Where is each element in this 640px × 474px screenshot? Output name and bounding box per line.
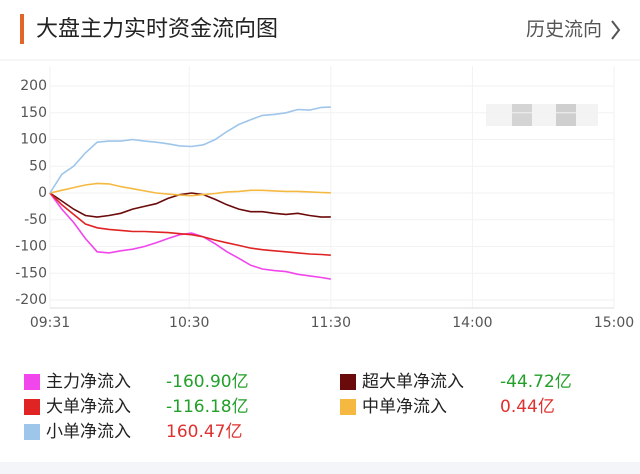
legend-label: 主力净流入 [46, 372, 131, 392]
y-tick-label: 200 [20, 78, 47, 94]
legend-swatch [24, 399, 40, 415]
y-tick-label: -150 [15, 265, 47, 281]
y-tick-label: 150 [20, 105, 47, 121]
legend-value: 0.44亿 [500, 397, 555, 417]
x-tick-label: 11:30 [311, 315, 351, 331]
history-link[interactable]: 历史流向 [526, 19, 602, 41]
series-line [49, 192, 331, 280]
legend-label: 小单净流入 [46, 422, 131, 442]
legend-label: 超大单净流入 [362, 372, 464, 392]
legend-swatch [24, 374, 40, 390]
legend-label: 中单净流入 [362, 397, 447, 417]
legend-swatch [340, 374, 356, 390]
footer-strip [0, 462, 640, 474]
series-line [49, 182, 331, 197]
y-tick-label: -50 [24, 212, 47, 228]
series-line [49, 192, 331, 218]
series-line [49, 192, 331, 256]
x-tick-label: 09:31 [30, 315, 70, 331]
legend-value: -44.72亿 [500, 372, 572, 392]
x-tick-label: 10:30 [169, 315, 209, 331]
legend-swatch [340, 399, 356, 415]
series-line [49, 106, 331, 194]
x-tick-label: 14:00 [452, 315, 492, 331]
y-tick-label: 50 [29, 158, 47, 174]
title-accent [20, 14, 24, 44]
chevron[interactable] [611, 20, 621, 40]
y-tick-label: -200 [15, 292, 47, 308]
legend-label: 大单净流入 [46, 397, 131, 417]
legend-swatch [24, 424, 40, 440]
legend-value: 160.47亿 [166, 422, 242, 442]
y-tick-label: -100 [15, 239, 47, 255]
legend-value: -116.18亿 [166, 397, 249, 417]
page-title: 大盘主力实时资金流向图 [36, 17, 278, 42]
blurred-placeholder [486, 104, 598, 126]
y-tick-label: 100 [20, 132, 47, 148]
x-tick-label: 15:00 [594, 315, 634, 331]
y-tick-label: 0 [38, 185, 47, 201]
legend-value: -160.90亿 [166, 372, 249, 392]
